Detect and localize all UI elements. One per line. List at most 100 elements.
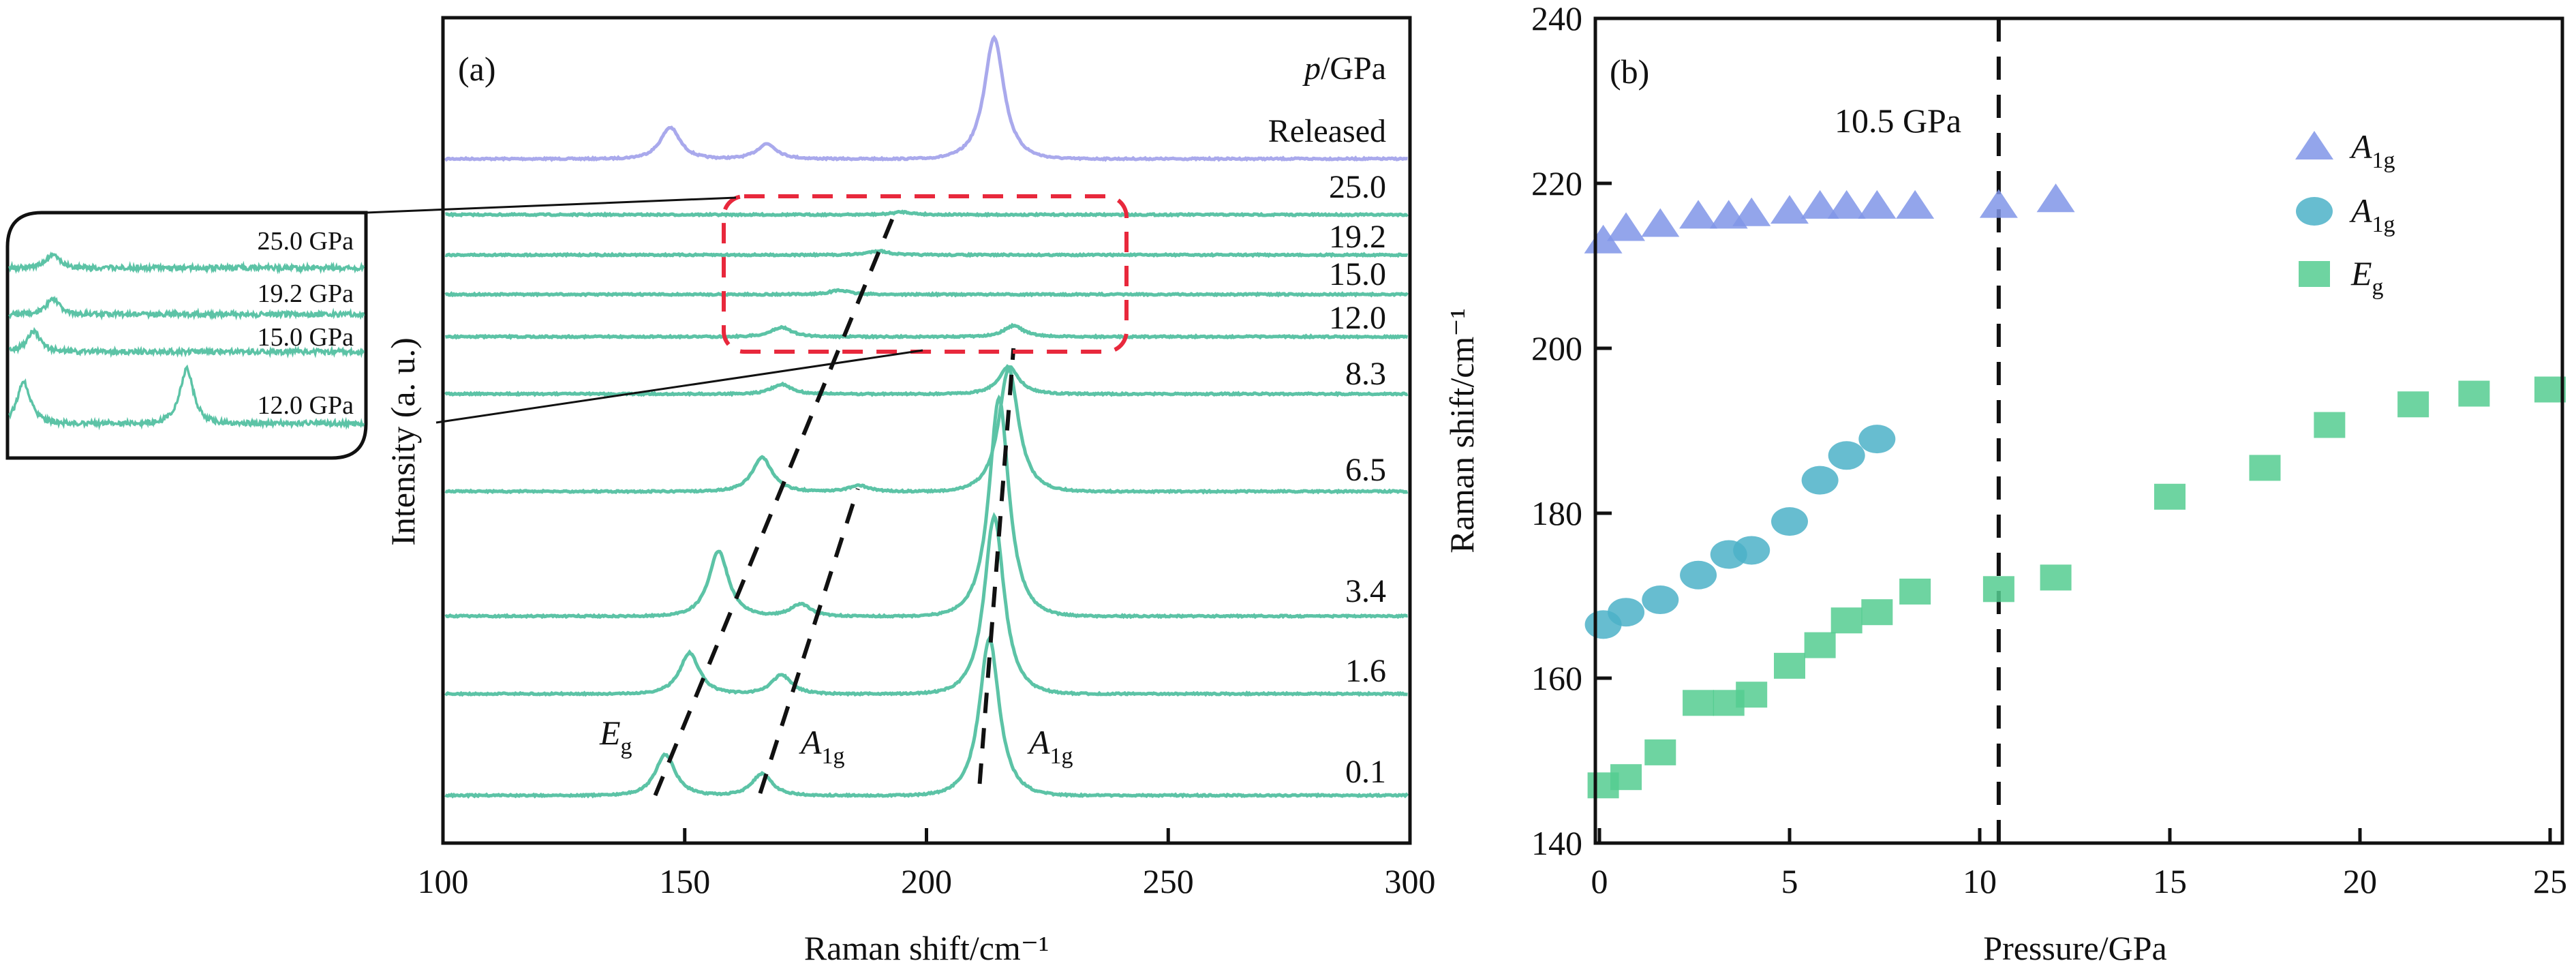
legend-label: A1g <box>2349 192 2395 237</box>
x-tick-label: 300 <box>1385 862 1436 900</box>
data-point-square <box>2397 391 2429 418</box>
data-point-circle <box>1642 585 1679 615</box>
y-axis-title: Intensity (a. u.) <box>384 337 422 545</box>
peak-label: A1g <box>799 723 845 769</box>
x-tick-label: 150 <box>659 862 710 900</box>
data-point-circle <box>1771 507 1808 536</box>
data-point-square <box>1899 578 1931 605</box>
data-point-square <box>2040 564 2072 591</box>
peak-label: Eg <box>599 714 632 759</box>
x-axis-title: Raman shift/cm⁻¹ <box>804 929 1049 967</box>
spectrum-label: 12.0 <box>1329 300 1386 336</box>
panel-label-b: (b) <box>1610 52 1649 91</box>
y-tick-label: 180 <box>1531 494 1582 532</box>
data-point-square <box>1644 739 1676 765</box>
x-tick-label: 5 <box>1781 862 1798 900</box>
data-point-circle <box>1858 425 1896 454</box>
y-axis-title: Raman shift/cm⁻¹ <box>1443 308 1481 553</box>
y-tick-label: 140 <box>1531 824 1582 862</box>
legend-marker-circle <box>2296 197 2333 226</box>
peak-guide-line <box>653 213 896 797</box>
inset-label: 19.2 GPa <box>258 279 354 308</box>
data-point-square <box>1774 652 1805 679</box>
spectrum-3.4 <box>444 394 1408 620</box>
data-point-circle <box>1828 441 1865 470</box>
spectrum-label: 19.2 <box>1329 219 1386 255</box>
legend-label-sub: 1g <box>2372 212 2395 237</box>
legend-label-main: A <box>2349 192 2372 230</box>
data-point-triangle <box>1732 197 1771 226</box>
data-point-triangle <box>1979 189 2018 218</box>
inset-spectrum <box>8 251 365 275</box>
x-tick-label: 200 <box>901 862 952 900</box>
legend-label-sub: 1g <box>2372 148 2395 173</box>
spectrum-12.0 <box>444 322 1409 340</box>
spectrum-Released <box>444 34 1408 162</box>
x-tick-label: 250 <box>1143 862 1194 900</box>
panel-label-a: (a) <box>458 50 496 88</box>
highlight-box <box>722 194 1129 354</box>
data-point-circle <box>1733 536 1770 565</box>
inset-connector <box>435 349 923 424</box>
inset-connector <box>365 196 737 214</box>
spectrum-25.0 <box>444 209 1409 218</box>
x-tick-label: 25 <box>2533 862 2567 900</box>
data-point-square <box>2154 483 2186 510</box>
data-point-triangle <box>1770 195 1809 224</box>
plot-frame-b <box>1593 16 2564 845</box>
x-tick-label: 10 <box>1963 862 1997 900</box>
inset-label: 12.0 GPa <box>258 391 354 420</box>
x-tick-label: 100 <box>418 862 469 900</box>
peak-guide-line <box>977 348 1016 784</box>
spectrum-8.3 <box>444 364 1409 397</box>
legend-label: A1g <box>2349 127 2395 173</box>
data-point-square <box>2458 380 2490 407</box>
y-tick-label: 220 <box>1531 164 1582 202</box>
spectrum-label: 0.1 <box>1345 754 1386 790</box>
data-point-square <box>1982 576 2014 603</box>
spectrum-19.2 <box>444 248 1409 258</box>
inset-spectrum <box>8 364 365 431</box>
legend-header-rest: /GPa <box>1321 50 1386 87</box>
data-point-square <box>1610 764 1642 791</box>
x-axis-title: Pressure/GPa <box>1983 929 2166 967</box>
legend-label-main: A <box>2349 127 2372 166</box>
legend-header-italic: p <box>1302 50 1321 87</box>
inset-label: 25.0 GPa <box>258 227 354 256</box>
spectrum-label: 25.0 <box>1329 169 1386 205</box>
legend-marker-triangle <box>2295 131 2333 159</box>
data-point-triangle <box>1858 189 1897 219</box>
data-point-triangle <box>1679 200 1718 229</box>
data-point-triangle <box>1641 208 1680 237</box>
data-point-triangle <box>1827 189 1866 219</box>
spectrum-label: 6.5 <box>1345 452 1386 488</box>
data-point-circle <box>1608 598 1645 627</box>
peak-label-sub: 1g <box>1050 744 1073 769</box>
data-point-square <box>2314 412 2346 438</box>
peak-guide-line <box>758 488 860 794</box>
peak-label-sub: g <box>621 734 632 759</box>
y-tick-label: 160 <box>1531 659 1582 697</box>
plot-frame-a <box>441 16 1412 845</box>
inset-box <box>5 211 368 460</box>
legend-label: Eg <box>2350 254 2384 300</box>
peak-label-main: A <box>1027 723 1050 761</box>
peak-label-sub: 1g <box>822 744 845 769</box>
peak-label-main: A <box>799 723 822 761</box>
spectrum-label: 1.6 <box>1345 653 1386 689</box>
data-point-square <box>1861 599 1893 626</box>
spectrum-0.1 <box>444 635 1409 799</box>
data-point-triangle <box>1896 189 1935 219</box>
data-point-square <box>1736 682 1768 708</box>
data-point-triangle <box>1607 212 1646 241</box>
data-point-square <box>2534 376 2566 403</box>
legend-label-main: E <box>2350 254 2372 292</box>
inset-spectrum <box>8 295 365 321</box>
data-point-square <box>2249 455 2281 481</box>
spectrum-15.0 <box>444 288 1409 298</box>
y-tick-label: 240 <box>1531 0 1582 37</box>
spectrum-label: 8.3 <box>1345 356 1386 392</box>
spectrum-label: 3.4 <box>1345 573 1386 609</box>
